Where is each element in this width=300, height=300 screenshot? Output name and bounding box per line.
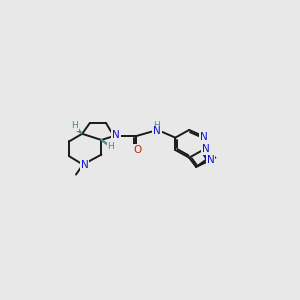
Text: N: N: [200, 132, 208, 142]
Text: H: H: [107, 142, 114, 152]
Text: N: N: [207, 155, 214, 165]
Text: N: N: [112, 130, 120, 140]
Text: O: O: [134, 145, 142, 155]
Polygon shape: [73, 125, 82, 134]
Text: H: H: [154, 121, 160, 130]
Text: H: H: [71, 121, 78, 130]
Text: N: N: [202, 144, 210, 154]
Text: N: N: [81, 160, 88, 170]
Text: N: N: [153, 127, 161, 136]
